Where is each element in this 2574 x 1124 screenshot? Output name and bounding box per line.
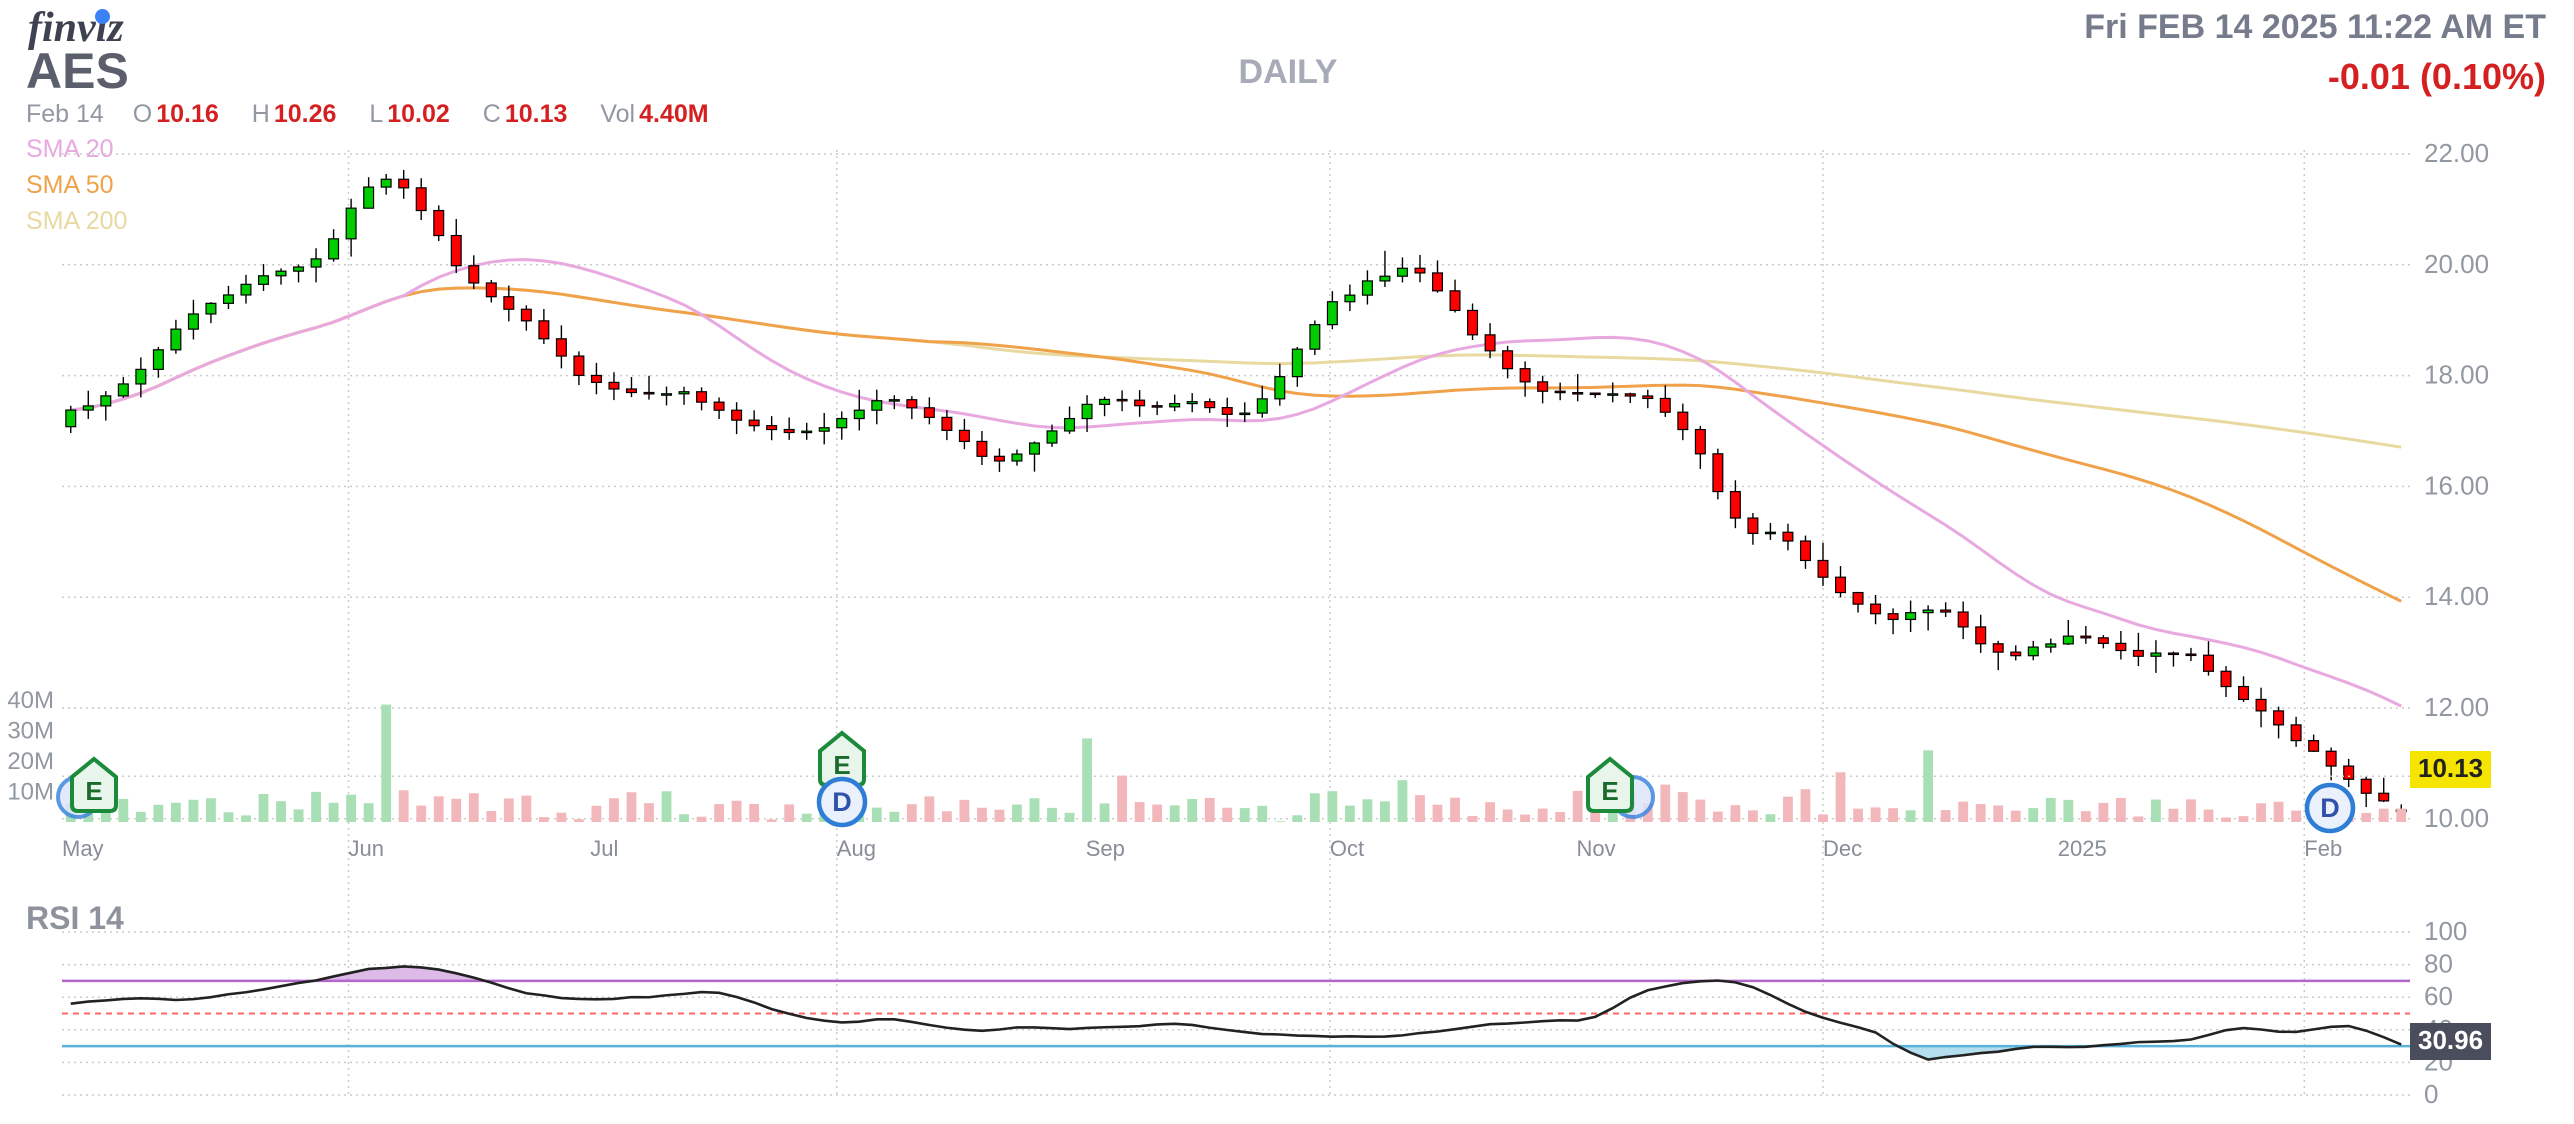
svg-text:E: E bbox=[1601, 776, 1618, 806]
svg-text:E: E bbox=[85, 776, 102, 806]
svg-text:E: E bbox=[833, 750, 850, 780]
svg-text:D: D bbox=[832, 787, 852, 817]
svg-text:D: D bbox=[2320, 793, 2340, 823]
